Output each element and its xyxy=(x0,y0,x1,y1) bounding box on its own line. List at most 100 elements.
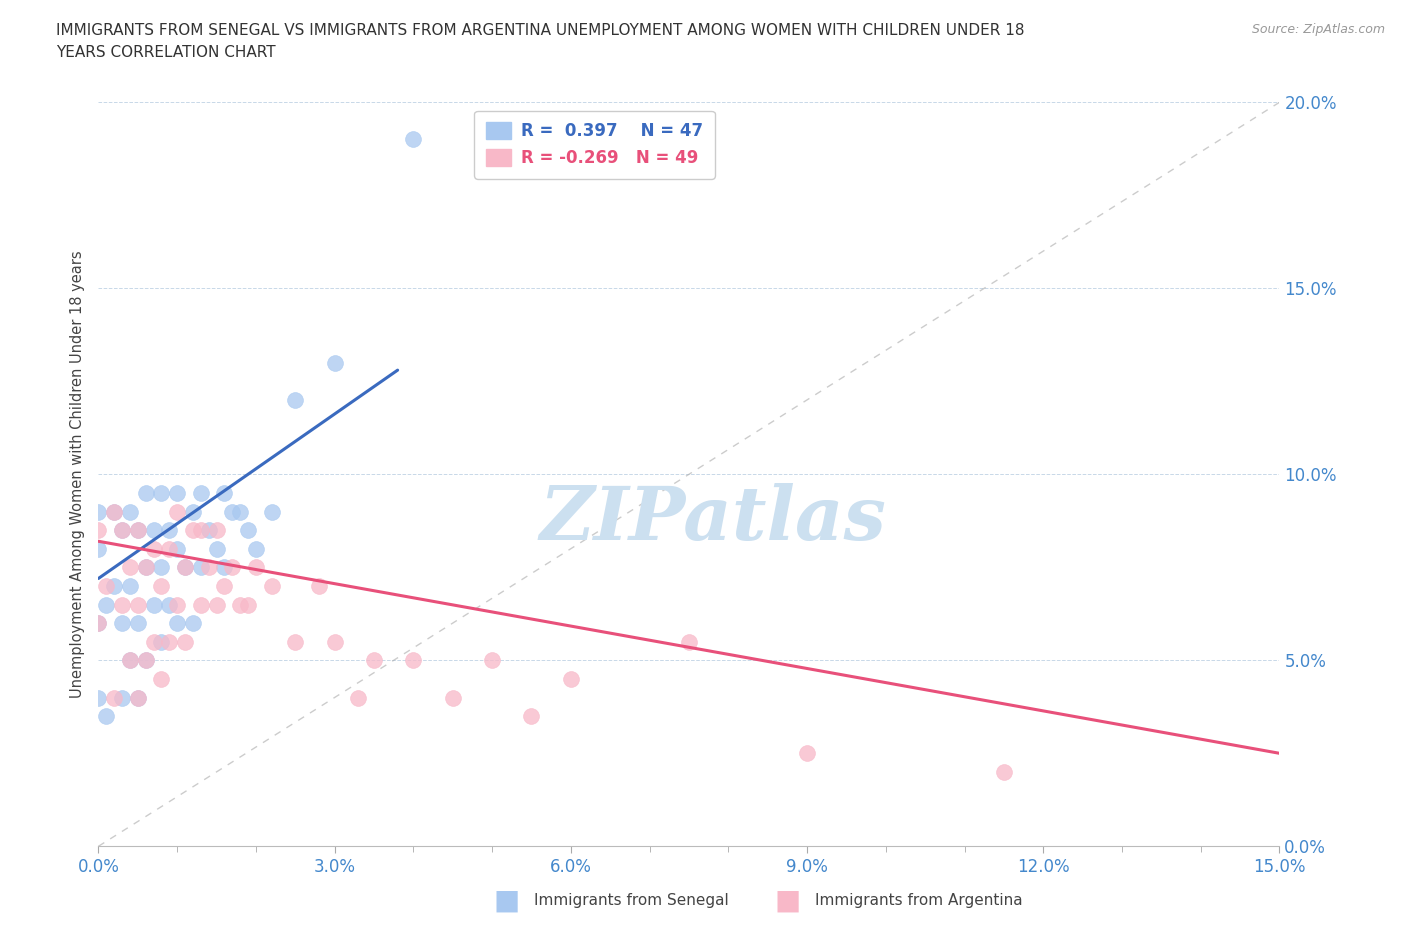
Point xyxy=(236,597,259,612)
Point xyxy=(402,132,425,147)
Point xyxy=(166,485,188,500)
Text: Immigrants from Argentina: Immigrants from Argentina xyxy=(815,893,1024,908)
Point xyxy=(796,746,818,761)
Point xyxy=(260,504,283,519)
Point xyxy=(197,523,219,538)
Point xyxy=(157,541,180,556)
Text: IMMIGRANTS FROM SENEGAL VS IMMIGRANTS FROM ARGENTINA UNEMPLOYMENT AMONG WOMEN WI: IMMIGRANTS FROM SENEGAL VS IMMIGRANTS FR… xyxy=(56,23,1025,38)
Point xyxy=(166,597,188,612)
Point xyxy=(181,523,204,538)
Point xyxy=(520,709,543,724)
Point xyxy=(166,541,188,556)
Point xyxy=(127,523,149,538)
Point xyxy=(142,597,165,612)
Point xyxy=(96,597,118,612)
Point xyxy=(214,485,236,500)
Point xyxy=(284,392,307,407)
Point xyxy=(111,523,134,538)
Point xyxy=(157,597,180,612)
Point xyxy=(142,523,165,538)
Point xyxy=(236,523,259,538)
Point xyxy=(678,634,700,649)
Point xyxy=(118,560,141,575)
Point xyxy=(205,597,228,612)
Point xyxy=(135,560,157,575)
Point xyxy=(323,355,346,370)
Point xyxy=(135,653,157,668)
Point xyxy=(87,690,110,705)
Point xyxy=(205,541,228,556)
Point xyxy=(214,578,236,593)
Point xyxy=(245,541,267,556)
Point xyxy=(245,560,267,575)
Point xyxy=(150,560,173,575)
Point xyxy=(127,616,149,631)
Point xyxy=(174,560,197,575)
Point xyxy=(135,485,157,500)
Point xyxy=(96,709,118,724)
Point xyxy=(127,690,149,705)
Point xyxy=(111,616,134,631)
Point xyxy=(221,560,243,575)
Point xyxy=(214,560,236,575)
Point xyxy=(118,653,141,668)
Point xyxy=(103,504,125,519)
Point xyxy=(87,541,110,556)
Point xyxy=(993,764,1015,779)
Point xyxy=(103,690,125,705)
Point xyxy=(111,523,134,538)
Point xyxy=(190,485,212,500)
Point xyxy=(157,634,180,649)
Point xyxy=(103,504,125,519)
Point xyxy=(181,504,204,519)
Text: YEARS CORRELATION CHART: YEARS CORRELATION CHART xyxy=(56,45,276,60)
Point xyxy=(323,634,346,649)
Point xyxy=(229,597,252,612)
Point xyxy=(157,523,180,538)
Text: ZIPatlas: ZIPatlas xyxy=(538,483,886,555)
Point xyxy=(229,504,252,519)
Point xyxy=(402,653,425,668)
Point xyxy=(181,616,204,631)
Point xyxy=(135,560,157,575)
Point xyxy=(87,616,110,631)
Point xyxy=(142,634,165,649)
Text: ■: ■ xyxy=(775,886,800,914)
Point xyxy=(118,578,141,593)
Point xyxy=(103,578,125,593)
Point xyxy=(87,616,110,631)
Point xyxy=(221,504,243,519)
Point xyxy=(127,523,149,538)
Point xyxy=(150,671,173,686)
Point xyxy=(118,504,141,519)
Point xyxy=(260,578,283,593)
Point xyxy=(127,690,149,705)
Point xyxy=(150,485,173,500)
Legend: R =  0.397    N = 47, R = -0.269   N = 49: R = 0.397 N = 47, R = -0.269 N = 49 xyxy=(474,111,714,179)
Point xyxy=(150,578,173,593)
Point xyxy=(174,560,197,575)
Point xyxy=(308,578,330,593)
Point xyxy=(166,616,188,631)
Text: ■: ■ xyxy=(494,886,519,914)
Y-axis label: Unemployment Among Women with Children Under 18 years: Unemployment Among Women with Children U… xyxy=(69,250,84,698)
Point xyxy=(347,690,370,705)
Point xyxy=(150,634,173,649)
Point xyxy=(127,597,149,612)
Point xyxy=(481,653,503,668)
Point xyxy=(363,653,385,668)
Point xyxy=(142,541,165,556)
Point xyxy=(197,560,219,575)
Point xyxy=(190,560,212,575)
Text: Immigrants from Senegal: Immigrants from Senegal xyxy=(534,893,730,908)
Point xyxy=(190,597,212,612)
Point xyxy=(87,523,110,538)
Point xyxy=(174,634,197,649)
Point xyxy=(111,690,134,705)
Text: Source: ZipAtlas.com: Source: ZipAtlas.com xyxy=(1251,23,1385,36)
Point xyxy=(190,523,212,538)
Point xyxy=(441,690,464,705)
Point xyxy=(87,504,110,519)
Point xyxy=(560,671,582,686)
Point xyxy=(111,597,134,612)
